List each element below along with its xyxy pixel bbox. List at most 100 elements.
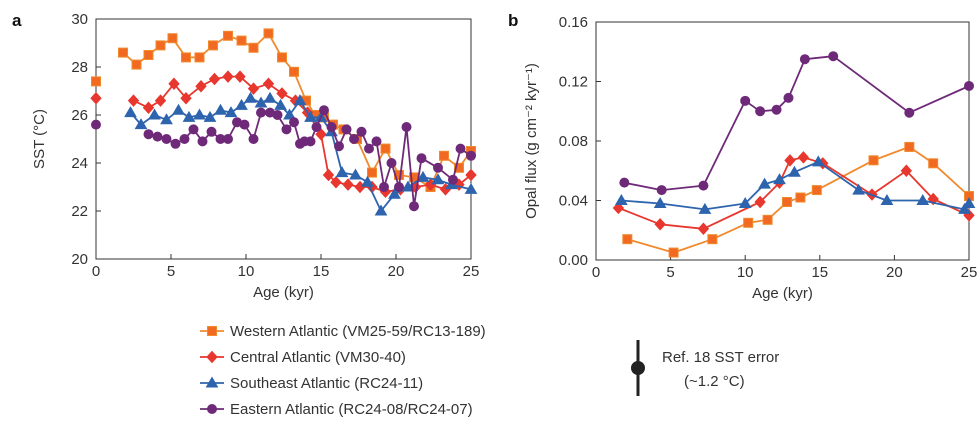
panel-a-point-eastern [326,122,337,132]
panel-b-point-southeast [852,183,865,195]
panel-a-point-eastern [256,107,266,118]
panel-a-point-western [380,143,391,154]
panel-a-line-western [122,32,472,188]
panel-a-point-western [223,30,233,41]
panel-b-letter: b [508,11,518,30]
panel-a-point-western [367,167,377,178]
panel-a-point-southeast [160,113,173,125]
panel-a-point-southeast [361,175,374,187]
panel-a-point-eastern [334,141,344,152]
panel-a-point-eastern [416,153,427,164]
panel-a-series-southeast [124,91,478,216]
panel-a-point-western [454,162,464,173]
panel-a-point-southeast [193,108,206,120]
panel-a-point-southeast [134,118,148,130]
panel-a-point-southeast [431,173,445,185]
panel-a-point-western [439,150,449,161]
panel-a-point-southeast [224,106,238,118]
panel-b-point-central [612,201,625,215]
panel-b-axes: 0 5 10 15 20 25 0.00 0.04 0.08 0.12 0.16 [559,14,978,281]
sst-error-bar: Ref. 18 SST error (~1.2 °C) [631,340,779,396]
panel-a-point-eastern [448,174,458,185]
panel-a-point-southeast [401,180,415,192]
panel-a-point-eastern [179,134,190,144]
panel-a-point-eastern [466,150,476,161]
panel-a-point-southeast [172,103,185,115]
panel-a-point-eastern [356,126,367,137]
panel-a-point-eastern [143,129,154,140]
panel-a-point-central [180,91,192,105]
legend-item-southeast: Southeast Atlantic (RC24-11) [200,375,423,392]
panel-a-ytick-label: 20 [71,251,88,268]
panel-b-point-southeast [788,165,801,177]
panel-b-point-eastern [904,107,915,118]
panel-b-point-southeast [653,196,667,208]
panel-a-point-southeast [374,204,388,216]
panel-b-point-western [811,185,822,196]
panel-a-point-eastern [170,138,181,149]
panel-b-ytick-label: 0.00 [559,252,588,269]
panel-a-chart: 0 5 10 15 20 25 20 22 24 26 28 30 Age (kyr) SST (°C… [31,11,479,301]
panel-a-point-southeast [388,187,401,199]
panel-b-ytick-label: 0.16 [559,14,588,31]
panel-b-point-central [754,195,766,209]
legend-item-western: Western Atlantic (VM25-59/RC13-189) [200,323,486,340]
panel-a-point-central [465,168,477,182]
panel-a-point-southeast [263,91,277,103]
panel-a-coretop-central [90,91,102,105]
panel-b-point-western [668,247,679,258]
panel-a-point-western [118,47,128,58]
panel-b-point-western [928,158,939,169]
panel-a-series-eastern [143,105,476,212]
panel-b-point-eastern [656,185,667,196]
panel-a-point-eastern [386,158,397,168]
panel-b-xtick-label: 10 [737,264,754,281]
panel-b-point-western [622,234,633,245]
panel-a-point-eastern [305,136,316,147]
panel-a-series-group [90,28,478,216]
panel-b-point-eastern [828,51,839,62]
panel-a-point-western [277,52,287,63]
panel-b-point-eastern [964,80,974,91]
panel-a-ylabel: SST (°C) [31,109,48,169]
panel-b-chart: 0 5 10 15 20 25 0.00 0.04 0.08 0.12 0.16 Age (kyr)… [523,14,977,302]
panel-a-point-eastern [379,182,389,192]
panel-b-point-eastern [755,106,766,117]
panel-b-series-group [612,51,976,258]
panel-a-ytick-label: 30 [71,11,88,28]
panel-a-point-western [236,35,247,46]
panel-a-point-central [247,82,260,95]
panel-b-ytick-label: 0.12 [559,74,588,91]
panel-b-point-central [900,164,913,177]
legend-item-central: Central Atlantic (VM30-40) [200,349,406,366]
panel-a-point-western [263,28,274,39]
panel-b-series-eastern [619,51,974,196]
sst-error-label-line1: Ref. 18 SST error [662,349,779,366]
panel-a-point-eastern [206,126,217,137]
panel-b-point-southeast [698,202,712,214]
panel-a-point-eastern [152,131,163,142]
panel-a-xlabel: Age (kyr) [253,284,314,301]
panel-a-point-western [131,59,142,70]
panel-a-axes: 0 5 10 15 20 25 20 22 24 26 28 30 [71,11,479,280]
panel-b-point-eastern [783,92,794,103]
legend-item-eastern: Eastern Atlantic (RC24-08/RC24-07) [200,401,473,418]
panel-a-point-western [208,40,218,51]
panel-a-point-central [276,87,288,100]
panel-b-xtick-label: 5 [666,264,674,281]
panel-a-point-central [154,94,167,107]
panel-b-point-eastern [799,54,810,65]
panel-a-point-central [142,101,155,115]
panel-a-point-southeast [148,108,161,120]
panel-b-frame [595,21,970,261]
panel-a-letter: a [12,11,22,30]
panel-a-point-central [195,79,207,93]
panel-a-point-central [234,70,246,83]
panel-a-coretop-western [91,76,101,87]
panel-a-point-southeast [416,170,430,182]
panel-b-point-southeast [614,194,628,205]
panel-a-point-central [330,175,342,189]
panel-b-point-western [781,196,792,207]
panel-a-point-eastern [272,110,283,120]
